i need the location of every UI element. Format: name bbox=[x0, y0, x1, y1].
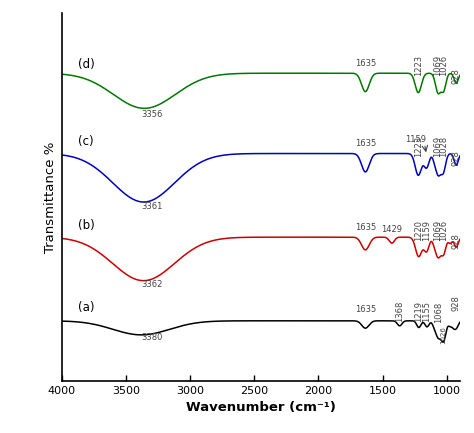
Text: 1155: 1155 bbox=[422, 301, 431, 323]
Text: 1026: 1026 bbox=[441, 326, 447, 343]
Text: 1026: 1026 bbox=[439, 220, 448, 240]
Text: 1223: 1223 bbox=[414, 136, 423, 157]
Text: 1429: 1429 bbox=[382, 225, 402, 234]
Text: 928: 928 bbox=[452, 68, 461, 84]
Text: 1635: 1635 bbox=[355, 305, 376, 314]
Text: 1069: 1069 bbox=[434, 220, 443, 240]
Text: (a): (a) bbox=[78, 301, 95, 314]
Text: 3362: 3362 bbox=[141, 280, 162, 289]
Text: 1069: 1069 bbox=[434, 136, 443, 157]
Text: 1159: 1159 bbox=[406, 135, 427, 144]
Text: 3361: 3361 bbox=[141, 202, 162, 211]
Text: 1223: 1223 bbox=[414, 55, 423, 76]
Y-axis label: Transmittance %: Transmittance % bbox=[45, 141, 57, 253]
Text: 1159: 1159 bbox=[422, 220, 431, 240]
Text: 928: 928 bbox=[452, 233, 461, 249]
Text: (b): (b) bbox=[78, 219, 95, 232]
Text: 1368: 1368 bbox=[395, 301, 404, 323]
Text: (d): (d) bbox=[78, 58, 95, 71]
Text: 1219: 1219 bbox=[414, 301, 423, 323]
Text: 1028: 1028 bbox=[439, 136, 448, 157]
Text: 1635: 1635 bbox=[355, 139, 376, 148]
Text: 1068: 1068 bbox=[434, 302, 443, 323]
Text: 1220: 1220 bbox=[414, 220, 423, 240]
X-axis label: Wavenumber (cm⁻¹): Wavenumber (cm⁻¹) bbox=[186, 401, 336, 414]
Text: 928: 928 bbox=[452, 150, 461, 166]
Text: 1635: 1635 bbox=[355, 59, 376, 68]
Text: 3380: 3380 bbox=[141, 333, 162, 342]
Text: 1026: 1026 bbox=[439, 55, 448, 76]
Text: 1069: 1069 bbox=[434, 55, 443, 76]
Text: (c): (c) bbox=[78, 135, 94, 148]
Text: 3356: 3356 bbox=[141, 110, 162, 119]
Text: 1635: 1635 bbox=[355, 223, 376, 233]
Text: 928: 928 bbox=[452, 296, 461, 311]
